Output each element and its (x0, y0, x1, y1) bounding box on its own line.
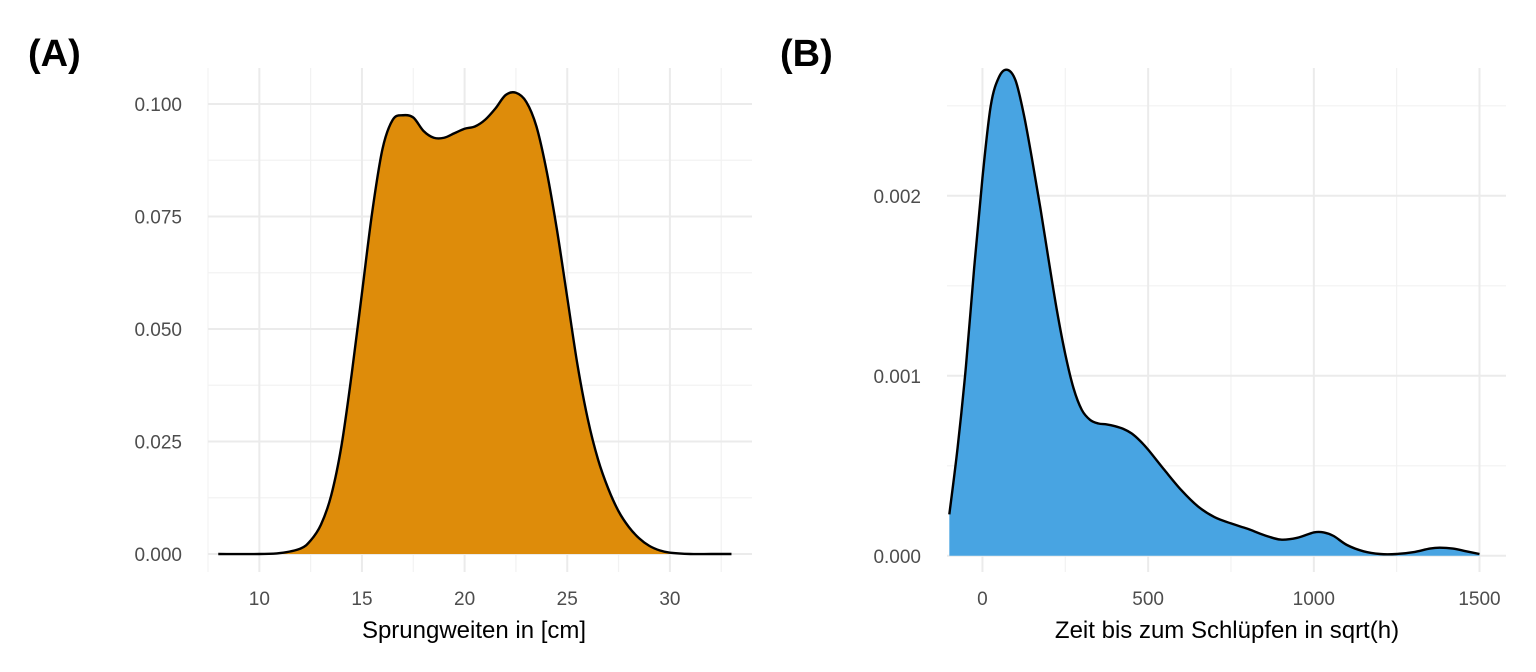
x-axis-title-b: Zeit bis zum Schlüpfen in sqrt(h) (1055, 617, 1399, 644)
y-tick-label-b: 0.001 (873, 367, 921, 388)
y-tick-label-a: 0.075 (134, 208, 182, 229)
density-area-b (949, 69, 1480, 556)
x-tick-label-b: 500 (1132, 589, 1164, 610)
density-line-a (218, 91, 732, 556)
density-area-a (218, 92, 732, 555)
x-tick-label-b: 1500 (1458, 589, 1500, 610)
y-tick-label-a: 0.100 (134, 95, 182, 116)
x-tick-label-b: 1000 (1293, 589, 1335, 610)
y-tick-label-a: 0.050 (134, 320, 182, 341)
density-line-b (948, 68, 1480, 556)
x-tick-label-a: 25 (557, 589, 578, 610)
tick-labels-b: 0 500 1000 1500 0.000 0.001 0.002 (873, 187, 1500, 610)
y-tick-label-b: 0.000 (873, 547, 921, 568)
y-tick-label-a: 0.000 (134, 545, 182, 566)
density-panel-b: 0 500 1000 1500 0.000 0.001 0.002 (B) Zeit bis… (780, 33, 1506, 644)
panel-label-a: (A) (28, 33, 81, 75)
x-tick-label-a: 30 (659, 589, 680, 610)
tick-labels-a: 10 15 20 25 30 0.000 0.025 0.050 0.075 0.100 (134, 95, 680, 610)
x-tick-label-a: 20 (454, 589, 475, 610)
panel-label-b: (B) (780, 33, 833, 75)
x-tick-label-a: 15 (351, 589, 372, 610)
x-axis-title-a: Sprungweiten in [cm] (362, 617, 586, 644)
y-tick-label-a: 0.025 (134, 433, 182, 454)
x-tick-label-b: 0 (977, 589, 988, 610)
y-tick-label-b: 0.002 (873, 187, 921, 208)
x-tick-label-a: 10 (249, 589, 270, 610)
